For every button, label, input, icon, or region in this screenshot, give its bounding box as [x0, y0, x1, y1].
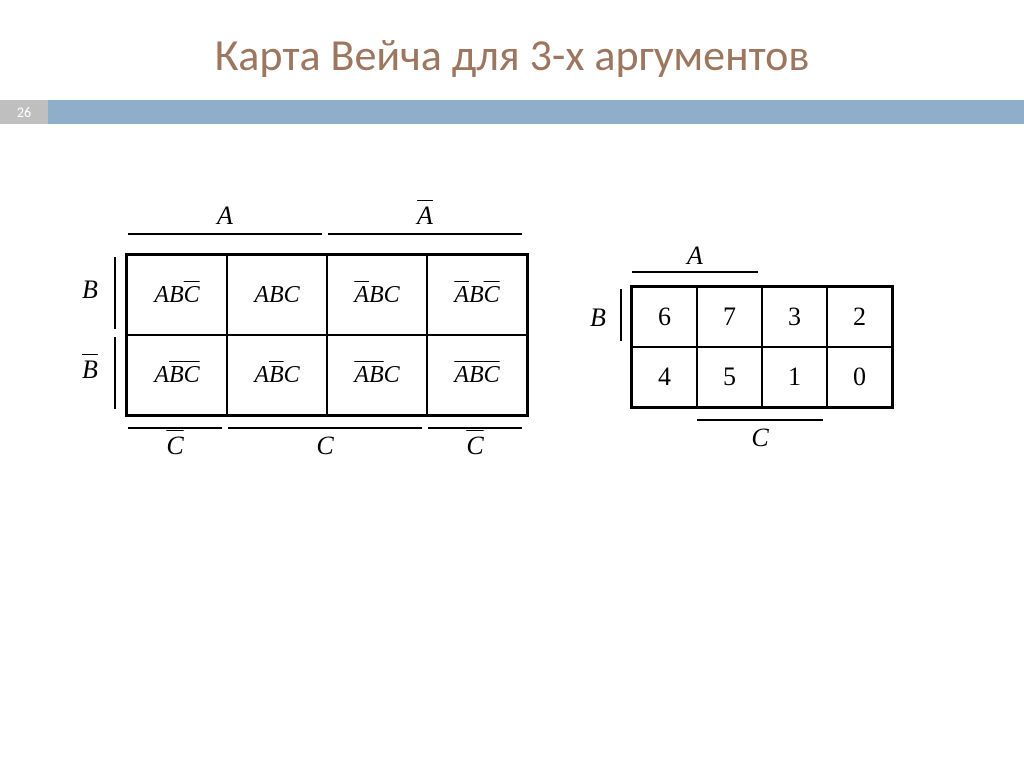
label-Bbar: B: [82, 355, 98, 384]
bottom-label-C: C: [225, 431, 425, 461]
veitch-num-cell-r0c2: 3: [762, 287, 827, 347]
label-B-right: B: [590, 303, 606, 332]
label-C-right: C: [751, 423, 768, 452]
slide-title: Карта Вейча для 3-х аргументов: [0, 28, 1024, 82]
veitch-map-numeric: 6732 4510: [630, 285, 894, 409]
veitch-cell-r0c2: ABC: [327, 255, 427, 335]
veitch-num-cell-r1c1: 5: [697, 347, 762, 407]
top-label-Abar: A: [325, 201, 525, 231]
veitch-cell-r1c1: ABC: [227, 335, 327, 415]
veitch-cell-r1c0: ABC: [127, 335, 227, 415]
right-top-label-A: A: [630, 241, 760, 271]
right-bracket-bottom-C: [697, 419, 823, 421]
label-A: A: [217, 201, 233, 230]
bracket-left-Bbar: [114, 337, 116, 409]
veitch-num-cell-r0c1: 7: [697, 287, 762, 347]
veitch-cell-r0c0: ABC: [127, 255, 227, 335]
veitch-num-cell-r1c3: 0: [827, 347, 892, 407]
veitch-num-cell-r0c3: 2: [827, 287, 892, 347]
bracket-bottom-Cbar-right: [428, 427, 522, 429]
slide: Карта Вейча для 3-х аргументов 26 A A B …: [0, 0, 1024, 768]
bracket-left-B: [114, 257, 116, 329]
label-Cbar2: C: [466, 431, 483, 460]
accent-bar: [48, 100, 1024, 124]
label-C: C: [316, 431, 333, 460]
bracket-bottom-C: [228, 427, 422, 429]
label-Abar: A: [417, 201, 433, 230]
veitch-cell-r0c1: ABC: [227, 255, 327, 335]
label-A-right: A: [687, 241, 703, 270]
top-label-A: A: [125, 201, 325, 231]
veitch-num-cell-r0c0: 6: [632, 287, 697, 347]
bottom-label-Cbar-left: C: [125, 431, 225, 461]
bracket-bottom-Cbar-left: [128, 427, 222, 429]
label-B: B: [82, 275, 98, 304]
right-bracket-top-A: [632, 271, 758, 273]
left-label-B: B: [82, 275, 98, 305]
bracket-top-A: [128, 233, 322, 235]
veitch-cell-r1c2: ABC: [327, 335, 427, 415]
veitch-cell-r1c3: ABC: [427, 335, 527, 415]
veitch-map-symbolic: ABCABCABCABCABCABCABCABC: [125, 253, 529, 417]
right-bottom-label-C: C: [695, 423, 825, 453]
right-bracket-left-B: [620, 289, 622, 341]
bottom-label-Cbar-right: C: [425, 431, 525, 461]
veitch-num-cell-r1c0: 4: [632, 347, 697, 407]
label-Cbar1: C: [166, 431, 183, 460]
header-bar: 26: [0, 100, 1024, 124]
veitch-num-cell-r1c2: 1: [762, 347, 827, 407]
page-number-badge: 26: [0, 100, 48, 124]
veitch-cell-r0c3: ABC: [427, 255, 527, 335]
left-label-Bbar: B: [82, 355, 98, 385]
bracket-top-Abar: [328, 233, 522, 235]
right-left-label-B: B: [590, 303, 606, 333]
